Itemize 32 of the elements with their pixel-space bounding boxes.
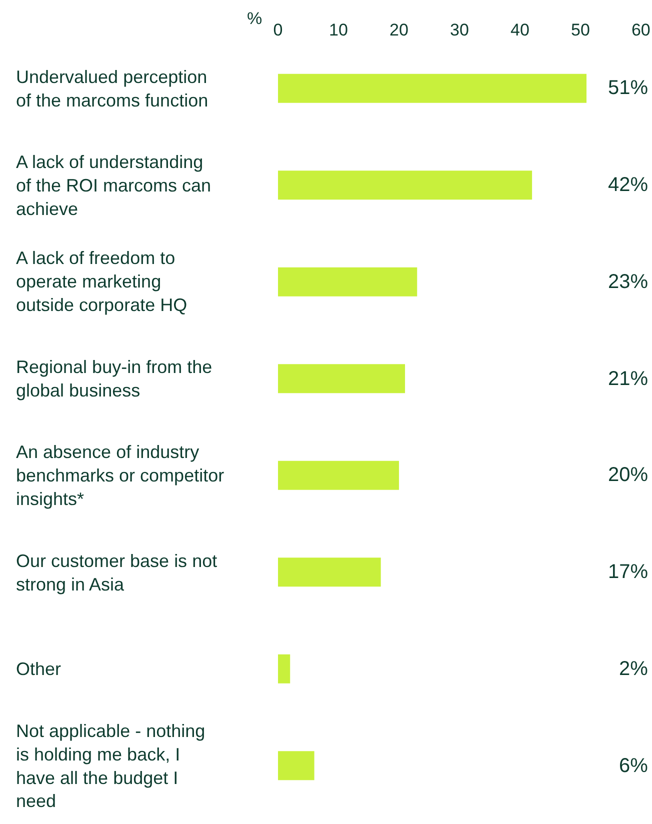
x-tick-label: 40 (510, 20, 530, 40)
data-label: 20% (608, 464, 648, 486)
data-label: 2% (619, 658, 648, 680)
y-tick-label: Our customer base is not strong in Asia (16, 551, 218, 594)
y-tick-label: A lack of freedom to operate marketing outside corporate HQ (16, 248, 188, 315)
y-tick-label: Other (16, 659, 62, 679)
y-tick-label: Regional buy-in from the global business (16, 357, 212, 400)
data-label: 21% (608, 368, 648, 390)
x-tick-label: 10 (329, 20, 348, 40)
x-axis-title: % (247, 9, 262, 28)
x-tick-label: 50 (570, 20, 590, 40)
data-label: 23% (608, 271, 648, 293)
y-tick-label: Not applicable - nothing is holding me back, I have all the budget I need (16, 721, 206, 812)
data-label: 42% (608, 174, 648, 196)
bar (278, 364, 406, 394)
x-tick-label: 20 (390, 20, 408, 40)
bar (278, 74, 586, 103)
y-tick-label: An absence of industry benchmarks or competitor insights* (16, 442, 224, 509)
x-tick-label: 30 (450, 20, 469, 40)
y-tick-label: A lack of understanding of the ROI marcoms can achieve (16, 152, 212, 219)
x-tick-label: 0 (273, 20, 283, 40)
bar (278, 460, 399, 490)
data-label: 51% (608, 77, 648, 99)
bar (278, 654, 290, 684)
bar (278, 170, 532, 200)
data-label: 6% (619, 755, 648, 777)
x-tick-label: 60 (631, 20, 650, 40)
bar (278, 267, 418, 296)
bar (278, 751, 314, 780)
data-label: 17% (608, 561, 648, 583)
bar (278, 558, 381, 587)
y-tick-label: Undervalued perception of the marcoms function (16, 67, 208, 110)
